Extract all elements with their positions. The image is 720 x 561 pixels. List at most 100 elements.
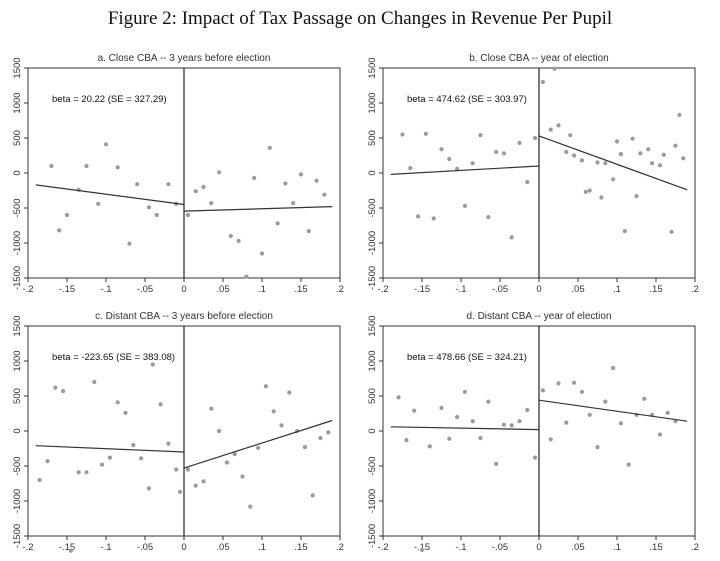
data-point bbox=[185, 467, 190, 472]
data-point bbox=[248, 504, 253, 509]
x-tick-label: .15 bbox=[294, 284, 307, 295]
data-point bbox=[552, 66, 557, 71]
data-point bbox=[412, 408, 417, 413]
data-point bbox=[525, 180, 530, 185]
data-point bbox=[572, 153, 577, 158]
data-point bbox=[201, 479, 206, 484]
y-tick-label: 1500 bbox=[12, 315, 23, 336]
data-point bbox=[400, 132, 405, 137]
data-point bbox=[638, 151, 643, 156]
data-point bbox=[455, 414, 460, 420]
data-point bbox=[611, 177, 616, 182]
x-tick-label: -.2 bbox=[377, 284, 388, 295]
y-tick-label: -500 bbox=[367, 456, 378, 475]
data-point bbox=[185, 212, 190, 218]
y-tick-label: -1000 bbox=[12, 231, 23, 255]
data-point bbox=[275, 221, 280, 226]
fit-line-left bbox=[35, 445, 185, 453]
data-point bbox=[455, 166, 460, 171]
y-tick-label: -500 bbox=[367, 198, 378, 217]
data-point bbox=[298, 172, 304, 177]
chart-c: c. Distant CBA -- 3 years before electio… bbox=[12, 311, 344, 553]
data-point bbox=[540, 388, 545, 393]
data-point bbox=[252, 175, 257, 180]
data-point bbox=[587, 188, 592, 193]
data-point bbox=[45, 459, 50, 464]
y-tick-label: 1000 bbox=[12, 350, 23, 371]
y-tick-label: 500 bbox=[12, 130, 23, 146]
y-tick-label: 1500 bbox=[367, 315, 378, 336]
data-point bbox=[517, 140, 522, 145]
data-point bbox=[548, 127, 553, 132]
y-tick-label: -1000 bbox=[367, 231, 378, 255]
panel-d: d. Distant CBA -- year of election -.2 -.1… bbox=[355, 306, 715, 556]
data-point bbox=[556, 381, 561, 386]
x-tick-label: -.05 bbox=[137, 284, 153, 295]
data-point bbox=[314, 178, 319, 183]
data-point bbox=[614, 139, 620, 144]
data-point bbox=[419, 547, 425, 553]
x-tick-label: -.05 bbox=[492, 284, 508, 295]
x-tick-label: -.2 bbox=[377, 542, 388, 553]
data-point bbox=[462, 389, 467, 394]
data-point bbox=[540, 79, 545, 85]
fit-line-right bbox=[183, 206, 333, 212]
data-point bbox=[279, 423, 284, 428]
y-tick-label: 0 bbox=[367, 428, 378, 433]
data-point bbox=[501, 151, 506, 156]
y-tick-label: -500 bbox=[12, 456, 23, 475]
y-tick-label: -1500 bbox=[12, 266, 23, 290]
data-point bbox=[408, 166, 413, 171]
data-point bbox=[193, 189, 198, 194]
data-point bbox=[318, 435, 323, 441]
data-point bbox=[217, 170, 222, 175]
data-point bbox=[486, 215, 491, 220]
y-tick-label: 1500 bbox=[367, 57, 378, 78]
data-point bbox=[37, 477, 42, 483]
data-point bbox=[53, 385, 58, 390]
data-point bbox=[533, 455, 538, 460]
x-tick-label: -.1 bbox=[455, 284, 466, 295]
y-tick-label: 1000 bbox=[12, 92, 23, 113]
data-point bbox=[673, 143, 678, 148]
fit-line-right bbox=[538, 135, 688, 191]
data-point bbox=[494, 461, 499, 466]
data-point bbox=[236, 238, 241, 243]
data-point bbox=[146, 205, 151, 210]
data-point bbox=[61, 389, 66, 394]
x-tick-label: .05 bbox=[571, 542, 584, 553]
data-point bbox=[439, 405, 444, 410]
data-point bbox=[595, 160, 600, 165]
data-point bbox=[657, 432, 662, 437]
data-point bbox=[135, 182, 140, 187]
data-point bbox=[603, 161, 608, 166]
data-point bbox=[646, 147, 651, 152]
x-tick-label: -.1 bbox=[455, 542, 466, 553]
fit-line-right bbox=[183, 419, 333, 469]
chart-b: b. Close CBA -- year of election -.2 -.15 -… bbox=[367, 53, 699, 295]
data-point bbox=[232, 452, 237, 457]
data-point bbox=[193, 483, 198, 488]
panel-a: a. Close CBA -- 3 years before election -… bbox=[0, 48, 360, 298]
data-point bbox=[618, 152, 623, 157]
data-point bbox=[76, 470, 81, 475]
data-point bbox=[146, 486, 151, 491]
y-tick-label: -500 bbox=[12, 198, 23, 217]
data-point bbox=[100, 462, 105, 467]
data-point bbox=[677, 112, 682, 117]
y-tick-label: 500 bbox=[12, 388, 23, 404]
beta-annotation: beta = -223.65 (SE = 383.08) bbox=[52, 352, 175, 363]
data-point bbox=[68, 548, 73, 553]
figure-title: Figure 2: Impact of Tax Passage on Chang… bbox=[107, 8, 613, 29]
data-point bbox=[509, 423, 514, 428]
data-point bbox=[178, 489, 183, 494]
data-point bbox=[271, 409, 276, 414]
data-point bbox=[517, 419, 522, 424]
data-point bbox=[166, 182, 171, 187]
data-point bbox=[431, 216, 436, 221]
data-point bbox=[154, 212, 159, 218]
data-point bbox=[626, 462, 631, 467]
data-point bbox=[470, 161, 475, 166]
data-point bbox=[423, 131, 428, 136]
y-tick-label: 1000 bbox=[367, 350, 378, 371]
